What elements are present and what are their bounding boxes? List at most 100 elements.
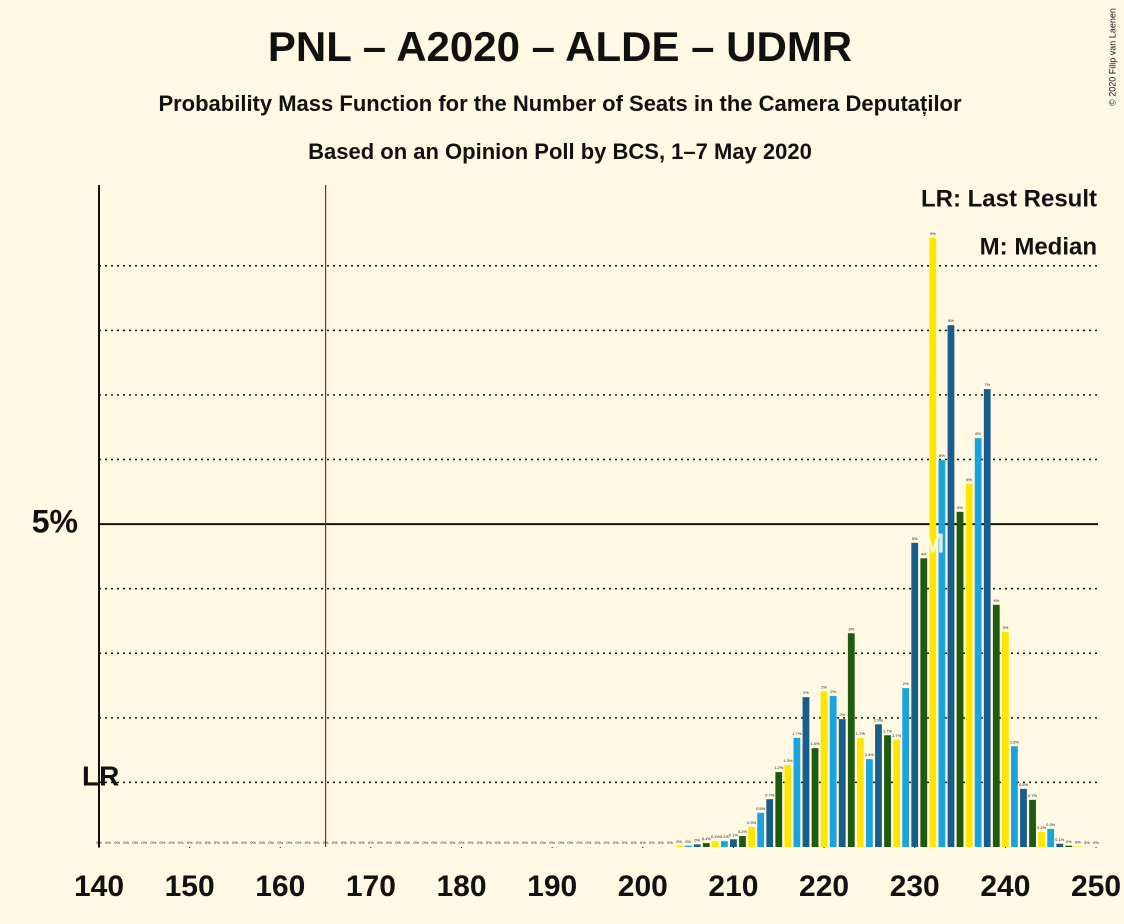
value-label: 0% (676, 839, 682, 844)
value-label: 0% (422, 840, 428, 845)
value-label: 0% (613, 840, 619, 845)
value-label: 0% (649, 840, 655, 845)
bar (766, 799, 774, 847)
bar (748, 826, 755, 847)
bar (920, 558, 928, 847)
value-label: 0% (604, 840, 610, 845)
bar (983, 389, 991, 847)
value-label: 0% (141, 840, 147, 845)
value-label: 0.2% (1037, 825, 1047, 830)
bar (838, 719, 846, 847)
value-label: 0% (595, 840, 601, 845)
copyright: © 2020 Filip van Laenen (1107, 8, 1117, 106)
bar (793, 737, 801, 847)
bar (1001, 631, 1009, 847)
value-label: 2% (903, 681, 909, 686)
bar (929, 237, 937, 847)
value-label: 0.9% (1019, 782, 1029, 787)
value-label: 0% (214, 840, 220, 845)
value-label: 0% (114, 840, 120, 845)
value-label: 0% (169, 840, 175, 845)
y-tick-label: 5% (32, 504, 78, 540)
value-label: 1.3% (783, 758, 793, 763)
value-label: 0% (223, 840, 229, 845)
bar (784, 764, 792, 847)
bar (820, 691, 828, 847)
bar (884, 735, 891, 847)
value-label: 4% (993, 598, 999, 603)
value-label: 0.1% (729, 832, 739, 837)
value-label: 0% (1084, 840, 1090, 845)
value-label: 0% (413, 840, 419, 845)
value-label: 0% (1066, 839, 1072, 844)
value-label: 9% (930, 231, 936, 236)
value-label: 0.1% (702, 836, 712, 841)
value-label: 0% (567, 840, 573, 845)
value-label: 0.1% (720, 834, 730, 839)
value-label: 0% (377, 840, 383, 845)
value-label: 0% (205, 840, 211, 845)
value-label: 0% (667, 840, 673, 845)
value-label: 0.3% (1046, 822, 1056, 827)
bar (974, 438, 982, 847)
value-label: 6% (939, 453, 945, 458)
value-label: 0% (296, 840, 302, 845)
x-tick-label: 240 (980, 870, 1030, 903)
value-label: 6% (975, 431, 981, 436)
value-label: 0% (685, 839, 691, 844)
bar (757, 812, 765, 847)
x-tick-label: 220 (799, 870, 849, 903)
value-label: 0% (386, 840, 392, 845)
value-label: 0% (631, 840, 637, 845)
value-label: 0% (323, 840, 329, 845)
bar (1056, 843, 1064, 847)
value-label: 0% (558, 840, 564, 845)
bar (802, 697, 810, 847)
value-label: 1.7% (856, 731, 866, 736)
bar (1020, 788, 1027, 847)
bar (720, 841, 728, 847)
value-label: 0% (196, 840, 202, 845)
value-label: 0% (250, 840, 256, 845)
value-label: 0% (450, 840, 456, 845)
value-label: 0% (150, 840, 156, 845)
bar (1074, 846, 1082, 847)
bar (675, 845, 683, 847)
value-label: 0% (486, 840, 492, 845)
bar (684, 845, 692, 847)
value-label: 1.9% (874, 717, 884, 722)
x-tick-label: 190 (527, 870, 577, 903)
bar (702, 843, 710, 847)
legend-entry: M: Median (980, 233, 1097, 260)
x-tick-label: 250 (1071, 870, 1121, 903)
value-label: 0% (241, 840, 247, 845)
value-label: 0% (622, 840, 628, 845)
bar (775, 772, 783, 847)
value-label: 0% (441, 840, 447, 845)
last-result-label: LR (82, 760, 119, 791)
value-label: 0% (187, 840, 193, 845)
chart-subtitle: Based on an Opinion Poll by BCS, 1–7 May… (308, 139, 812, 164)
value-label: 0% (586, 840, 592, 845)
legend-entry: LR: Last Result (921, 185, 1097, 212)
bar (992, 604, 1000, 847)
x-tick-label: 160 (255, 870, 305, 903)
bar (965, 484, 973, 847)
value-label: 6% (966, 477, 972, 482)
value-label: 0% (105, 840, 111, 845)
value-label: 0% (576, 840, 582, 845)
value-label: 1.7% (892, 733, 902, 738)
value-label: 0% (1093, 840, 1099, 845)
x-tick-label: 200 (618, 870, 668, 903)
value-label: 0.1% (711, 834, 721, 839)
value-label: 0% (522, 840, 528, 845)
value-label: 2% (821, 684, 827, 689)
value-label: 0% (658, 840, 664, 845)
value-label: 0% (1075, 839, 1081, 844)
value-label: 5% (957, 505, 963, 510)
value-label: 1.4% (865, 752, 875, 757)
value-label: 0% (540, 840, 546, 845)
value-label: 1.5% (810, 741, 820, 746)
value-label: 0% (232, 840, 238, 845)
bar (956, 511, 964, 847)
